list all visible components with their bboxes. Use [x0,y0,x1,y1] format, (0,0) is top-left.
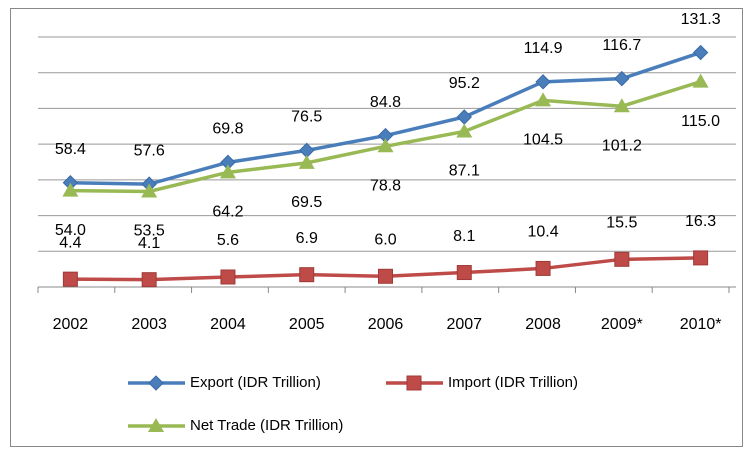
data-label: 58.4 [55,141,86,158]
data-point [614,251,630,267]
data-label: 104.5 [523,132,563,149]
data-label: 69.8 [212,121,243,138]
data-point [692,44,709,61]
data-label: 69.5 [291,194,322,211]
legend-label: Export (IDR Trillion) [190,374,321,391]
data-point [141,183,158,198]
data-label: 6.0 [374,232,396,249]
data-label: 6.9 [296,230,318,247]
data-label: 101.2 [602,138,642,155]
data-point [613,98,630,113]
data-label: 95.2 [449,75,480,92]
data-point [220,269,236,285]
data-point [62,182,79,197]
data-point [299,267,315,283]
data-label: 87.1 [449,163,480,180]
data-point [535,260,551,276]
data-point [456,265,472,281]
data-point [535,92,552,107]
x-tick-label: 2006 [368,316,404,333]
x-tick-label: 2007 [446,316,482,333]
x-tick-label: 2002 [53,316,89,333]
data-point [298,154,315,169]
data-label: 116.7 [602,37,641,54]
data-label: 16.3 [685,213,716,230]
x-tick-label: 2010* [680,316,722,333]
legend-marker [406,375,422,391]
x-tick-label: 2004 [210,316,246,333]
data-label: 78.8 [370,178,401,195]
data-point [377,138,394,153]
data-label: 115.0 [681,113,720,130]
x-tick-label: 2008 [525,316,561,333]
data-label: 5.6 [217,232,239,249]
legend-marker [148,375,164,391]
data-point [219,164,236,179]
data-label: 8.1 [453,228,475,245]
data-point [62,271,78,287]
data-label: 57.6 [134,142,165,159]
data-point [456,123,473,138]
data-point [141,272,157,288]
data-point [378,268,393,284]
data-label: 53.5 [134,223,165,240]
data-label: 84.8 [370,94,401,111]
data-label: 131.3 [681,11,721,28]
legend-label: Import (IDR Trillion) [448,374,578,391]
x-tick-label: 2003 [131,316,167,333]
data-point [692,73,709,88]
data-label: 4.4 [59,234,81,251]
legend-label: Net Trade (IDR Trillion) [190,417,343,434]
legend-marker [148,418,164,432]
x-tick-label: 2009* [601,316,643,333]
x-tick-label: 2005 [289,316,325,333]
data-label: 54.0 [55,222,86,239]
data-label: 15.5 [606,215,637,232]
data-label: 114.9 [524,40,563,57]
data-label: 76.5 [291,109,322,126]
data-label: 4.1 [138,235,160,252]
data-label: 64.2 [212,204,243,221]
data-point [535,74,551,90]
data-point [693,250,709,266]
data-point [614,70,630,87]
data-label: 10.4 [527,224,558,241]
